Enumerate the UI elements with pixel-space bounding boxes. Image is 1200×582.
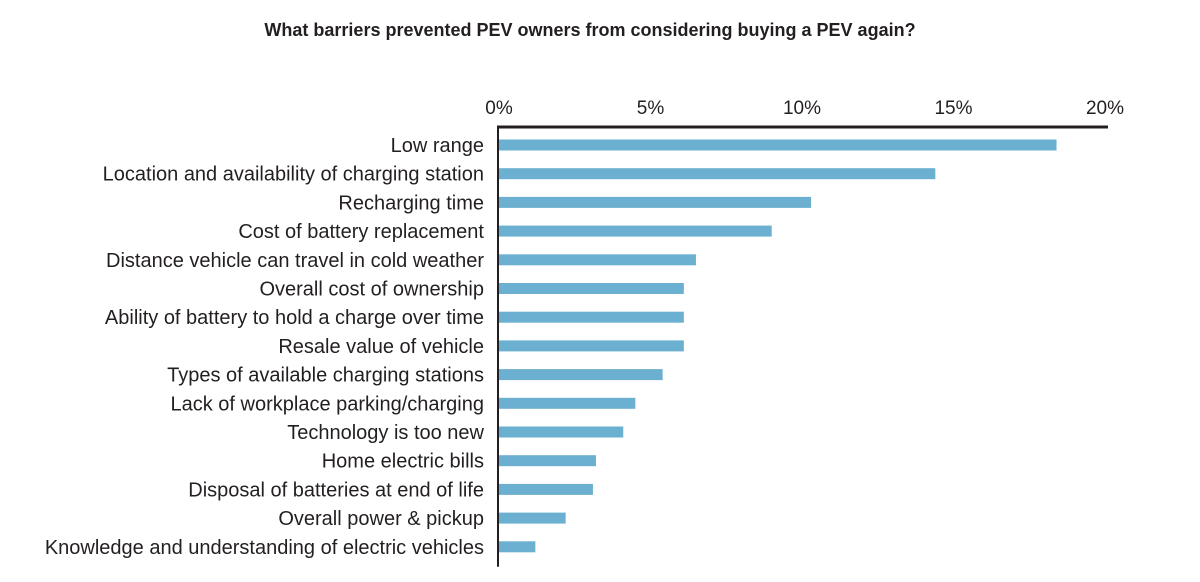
bar <box>499 512 566 524</box>
x-tick-label: 0% <box>485 98 513 119</box>
bar <box>499 483 593 495</box>
bar <box>499 455 596 467</box>
bar <box>499 426 624 438</box>
category-label: Knowledge and understanding of electric … <box>45 537 484 559</box>
category-label: Technology is too new <box>287 422 484 444</box>
bar <box>499 168 936 180</box>
category-label: Cost of battery replacement <box>238 221 484 243</box>
category-label: Disposal of batteries at end of life <box>188 479 484 501</box>
bar <box>499 541 536 553</box>
bar <box>499 369 663 381</box>
bar <box>499 340 684 352</box>
chart-title: What barriers prevented PEV owners from … <box>264 20 916 40</box>
bar <box>499 196 812 208</box>
bar <box>499 225 772 237</box>
x-tick-label: 15% <box>934 98 972 119</box>
bar <box>499 397 636 409</box>
category-label: Recharging time <box>338 192 484 214</box>
category-label: Resale value of vehicle <box>278 336 484 358</box>
bar <box>499 254 696 266</box>
x-tick-label: 10% <box>783 98 821 119</box>
bar <box>499 311 684 323</box>
category-label: Home electric bills <box>322 451 484 473</box>
category-label: Overall cost of ownership <box>259 279 484 301</box>
category-label: Low range <box>391 135 484 157</box>
bar <box>499 283 684 294</box>
category-label: Distance vehicle can travel in cold weat… <box>106 250 484 272</box>
category-label: Overall power & pickup <box>278 508 484 530</box>
bar <box>499 139 1057 151</box>
category-label: Location and availability of charging st… <box>103 164 484 186</box>
x-tick-label: 20% <box>1086 98 1124 119</box>
x-tick-label: 5% <box>637 98 665 119</box>
category-label: Types of available charging stations <box>167 365 484 387</box>
category-label: Ability of battery to hold a charge over… <box>105 307 484 329</box>
category-label: Lack of workplace parking/charging <box>170 393 484 415</box>
